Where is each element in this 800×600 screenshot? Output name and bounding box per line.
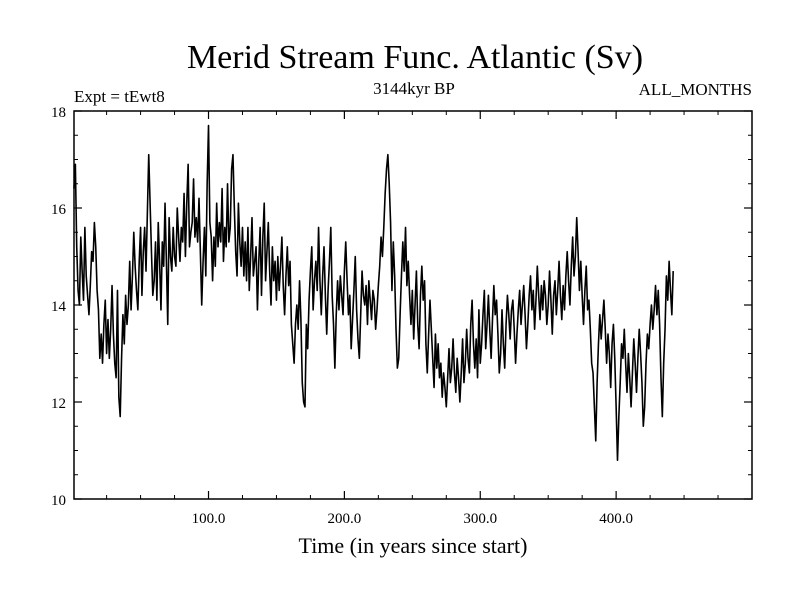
y-tick-label: 12 xyxy=(51,396,66,412)
x-axis: 100.0 200.0 300.0 400.0 xyxy=(106,111,719,527)
y-tick-label: 18 xyxy=(51,105,66,121)
x-tick-label: 200.0 xyxy=(328,511,362,527)
period-label: 3144kyr BP xyxy=(373,79,455,98)
x-axis-label: Time (in years since start) xyxy=(299,533,528,558)
plot-frame xyxy=(73,110,753,500)
experiment-label: Expt = tEwt8 xyxy=(74,87,165,106)
y-axis: 10 12 14 16 18 xyxy=(51,105,752,509)
y-tick-label: 10 xyxy=(51,493,66,509)
y-tick-label: 14 xyxy=(51,299,67,315)
series-layer xyxy=(73,124,674,462)
chart-title: Merid Stream Func. Atlantic (Sv) xyxy=(187,39,643,76)
x-tick-label: 100.0 xyxy=(192,511,226,527)
months-label: ALL_MONTHS xyxy=(639,80,752,99)
x-tick-label: 400.0 xyxy=(599,511,633,527)
y-tick-label: 16 xyxy=(51,202,67,218)
x-tick-label: 300.0 xyxy=(463,511,497,527)
series-line xyxy=(73,124,674,462)
